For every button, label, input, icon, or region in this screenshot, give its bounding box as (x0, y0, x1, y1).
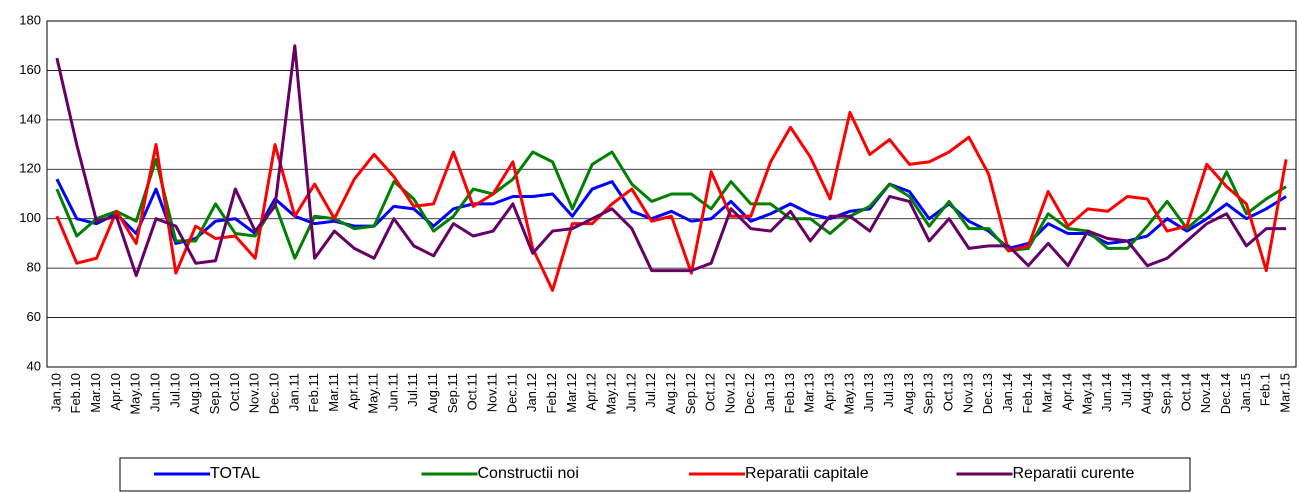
legend-label: Constructii noi (478, 465, 579, 482)
x-tick-label: Jul.12 (643, 373, 658, 408)
x-tick-label: Mar.13 (802, 373, 817, 413)
x-tick-label: Apr.14 (1059, 373, 1074, 411)
y-tick-label: 80 (27, 260, 41, 275)
y-tick-label: 40 (27, 358, 41, 373)
series-line (55, 110, 1288, 292)
x-tick-label: Jan.13 (762, 373, 777, 412)
x-tick-label: Oct.14 (1178, 373, 1193, 411)
x-tick-label: Jan.11 (286, 373, 301, 411)
x-tick-label: Aug.11 (425, 373, 440, 413)
x-tick-label: Jul.13 (881, 373, 896, 408)
x-tick-label: Jun.13 (861, 373, 876, 412)
x-tick-label: Mar.14 (1040, 373, 1055, 413)
x-tick-label: Oct.12 (703, 373, 718, 411)
x-tick-label: Dec.10 (266, 373, 281, 414)
x-tick-label: Dec.12 (742, 373, 757, 414)
x-tick-label: Sep.14 (1159, 373, 1174, 414)
x-tick-label: Apr.13 (822, 373, 837, 411)
series-line (55, 178, 1287, 250)
legend-label: TOTAL (210, 465, 260, 482)
x-tick-label: Dec.13 (980, 373, 995, 414)
plot-frame (46, 20, 1297, 368)
x-tick-label: Sep.11 (445, 373, 460, 413)
x-tick-label: Apr.11 (346, 373, 361, 410)
x-tick-label: Mar.15 (1278, 373, 1293, 413)
y-tick-label: 60 (27, 309, 41, 324)
y-tick-label: 120 (19, 161, 41, 176)
x-tick-label: Mar.10 (88, 373, 103, 413)
x-tick-label: Nov.12 (722, 373, 737, 413)
x-tick-label: Oct.10 (227, 373, 242, 411)
x-tick-label: Sep.12 (683, 373, 698, 414)
legend-label: Reparatii curente (1013, 465, 1135, 482)
x-tick-label: Nov.13 (960, 373, 975, 413)
x-tick-label: Aug.13 (901, 373, 916, 414)
x-tick-label: Aug.10 (187, 373, 202, 414)
x-tick-label: Nov.14 (1198, 373, 1213, 413)
x-tick-label: Apr.12 (584, 373, 599, 411)
y-tick-label: 160 (19, 62, 41, 77)
x-tick-label: Jun.10 (147, 373, 162, 412)
x-tick-label: Jul.10 (167, 373, 182, 408)
x-tick-label: Feb.12 (544, 373, 559, 413)
x-tick-label: Oct.11 (465, 373, 480, 410)
x-tick-label: Jan.15 (1238, 373, 1253, 412)
y-tick-label: 100 (19, 210, 41, 225)
x-tick-label: Aug.14 (1139, 373, 1154, 414)
x-tick-label: Sep.10 (207, 373, 222, 414)
series-line (55, 44, 1287, 278)
y-tick-label: 140 (19, 111, 41, 126)
x-tick-label: May.12 (603, 373, 618, 415)
x-tick-label: Feb.13 (782, 373, 797, 413)
x-tick-label: Jun.11 (385, 373, 400, 411)
x-tick-label: May.11 (366, 373, 381, 414)
x-tick-label: Mar.12 (564, 373, 579, 413)
x-tick-label: May.13 (841, 373, 856, 415)
x-tick-label: Jun.12 (623, 373, 638, 412)
x-tick-label: Jan.12 (524, 373, 539, 412)
x-tick-label: Jan.14 (1000, 373, 1015, 412)
x-tick-label: Jan.10 (48, 373, 63, 412)
x-tick-label: Feb.10 (68, 373, 83, 413)
x-tick-label: Sep.13 (921, 373, 936, 414)
x-tick-label: Feb.14 (1020, 373, 1035, 413)
x-tick-label: Dec.11 (504, 373, 519, 413)
x-tick-label: Mar.11 (326, 373, 341, 412)
x-tick-label: Feb.1 (1258, 373, 1273, 406)
x-tick-label: Nov.11 (485, 373, 500, 412)
x-tick-label: Feb.11 (306, 373, 321, 413)
x-tick-label: Aug.12 (663, 373, 678, 414)
y-tick-label: 180 (19, 12, 41, 27)
legend-label: Reparatii capitale (745, 465, 869, 482)
x-tick-label: May.14 (1079, 373, 1094, 415)
x-tick-label: Dec.14 (1218, 373, 1233, 414)
x-tick-label: Jul.14 (1119, 373, 1134, 408)
x-tick-label: Apr.10 (108, 373, 123, 411)
x-tick-label: Jul.11 (405, 373, 420, 407)
x-tick-label: May.10 (128, 373, 143, 415)
x-tick-label: Nov.10 (247, 373, 262, 413)
x-tick-label: Oct.13 (940, 373, 955, 411)
x-tick-label: Jun.14 (1099, 373, 1114, 412)
